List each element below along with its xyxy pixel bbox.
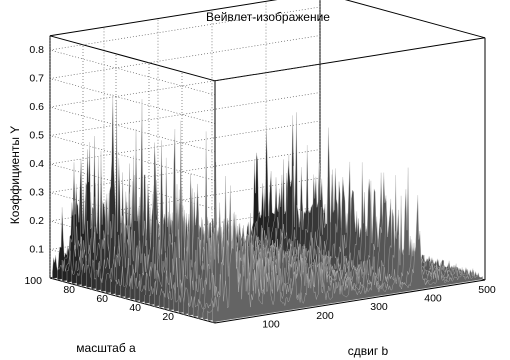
grid-line [49,35,321,124]
grid-line [49,92,321,181]
box-edge [49,35,216,82]
box-edge [49,277,216,324]
z-tick-label: 0.5 [29,130,44,142]
y-tick-label: 20 [162,311,174,323]
z-axis-label: Коэффициенты Y [8,126,22,225]
z-tick-label: 0.4 [29,158,44,170]
box-edge [49,0,278,37]
x-tick-label: 500 [478,284,496,296]
box-edge [214,37,486,82]
z-tick-label: 0.2 [29,215,44,227]
y-tick-label: 80 [63,284,75,296]
box-edge [214,279,486,324]
y-tick-label: 60 [96,293,108,305]
grid-line [49,149,321,238]
z-tick-label: 0.6 [29,101,44,113]
x-tick-label: 100 [262,318,280,330]
grid-line [49,63,321,153]
y-tick-label: 40 [129,302,141,314]
x-tick-label: 200 [316,310,334,322]
chart-title: Вейвлет-изображение [206,10,330,24]
z-tick-label: 0.3 [29,187,44,199]
z-tick-label: 0.1 [29,244,44,256]
box-edge [344,0,486,39]
z-tick-label: 0.7 [29,73,44,85]
tick-labels: 0.1 0.2 0.3 0.4 0.5 0.6 0.7 0.8 20 40 60 80 100 100 20… [24,44,495,330]
surface-row [212,195,483,323]
surface-plot [52,94,483,323]
x-tick-label: 400 [424,293,442,305]
y-tick-label: 100 [24,275,42,287]
x-axis-label: сдвиг b [348,344,389,358]
y-axis-label: масштаб a [76,341,136,355]
z-tick-label: 0.8 [29,44,44,56]
x-tick-label: 300 [370,301,388,313]
